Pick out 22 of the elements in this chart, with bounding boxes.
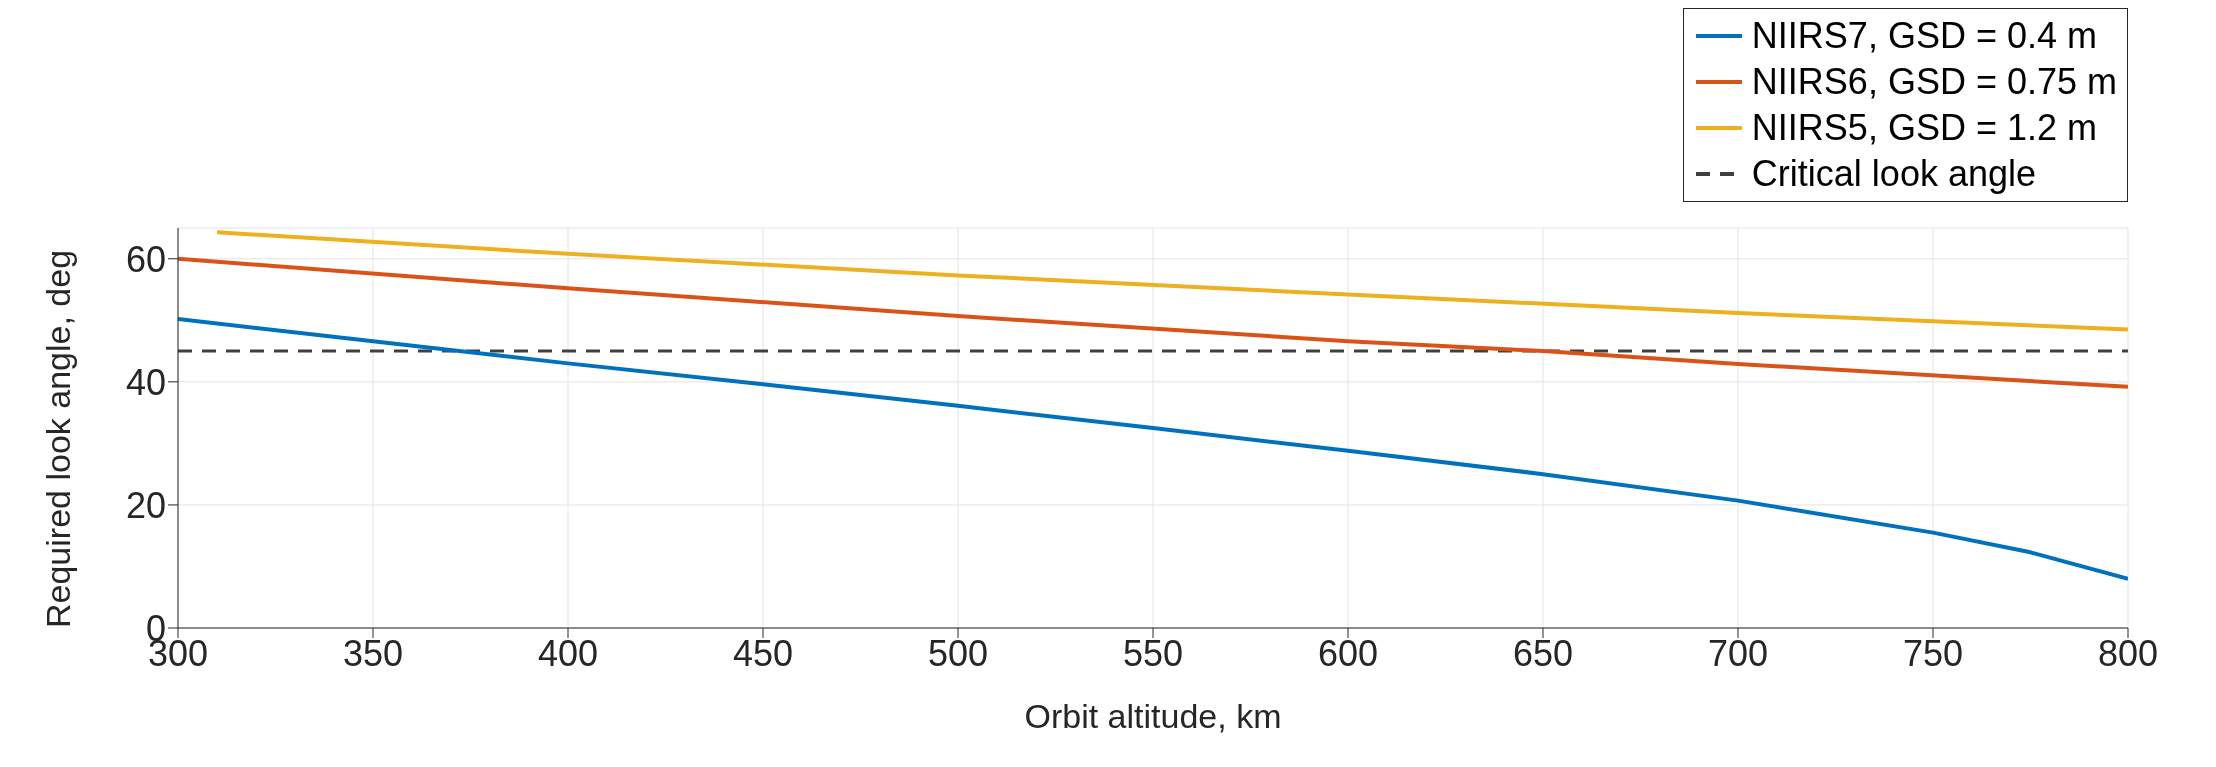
y-tick-label: 60 xyxy=(125,238,166,280)
x-tick-label: 550 xyxy=(1122,632,1184,674)
y-tick-label: 20 xyxy=(125,484,166,526)
legend-label: NIIRS7, GSD = 0.4 m xyxy=(1751,14,2097,58)
x-tick-label: 400 xyxy=(537,632,599,674)
line-series xyxy=(178,317,2128,581)
x-tick-label: 600 xyxy=(1317,632,1379,674)
x-tick-label: 750 xyxy=(1902,632,1964,674)
line-series xyxy=(178,256,2128,389)
legend-label: NIIRS6, GSD = 0.75 m xyxy=(1751,60,2117,104)
legend-label: Critical look angle xyxy=(1751,152,2036,196)
legend-label: NIIRS5, GSD = 1.2 m xyxy=(1751,106,2097,150)
x-axis-title: Orbit altitude, km xyxy=(1024,697,1282,735)
y-axis-title: Required look angle, deg xyxy=(39,249,78,628)
x-tick-label: 350 xyxy=(342,632,404,674)
x-tick-label: 450 xyxy=(732,632,794,674)
y-tick-label: 40 xyxy=(125,361,166,403)
x-tick-label: 700 xyxy=(1707,632,1769,674)
x-tick-label: 500 xyxy=(927,632,989,674)
line-series xyxy=(215,230,2128,332)
x-tick-label: 650 xyxy=(1512,632,1574,674)
x-tick-label: 800 xyxy=(2097,632,2159,674)
